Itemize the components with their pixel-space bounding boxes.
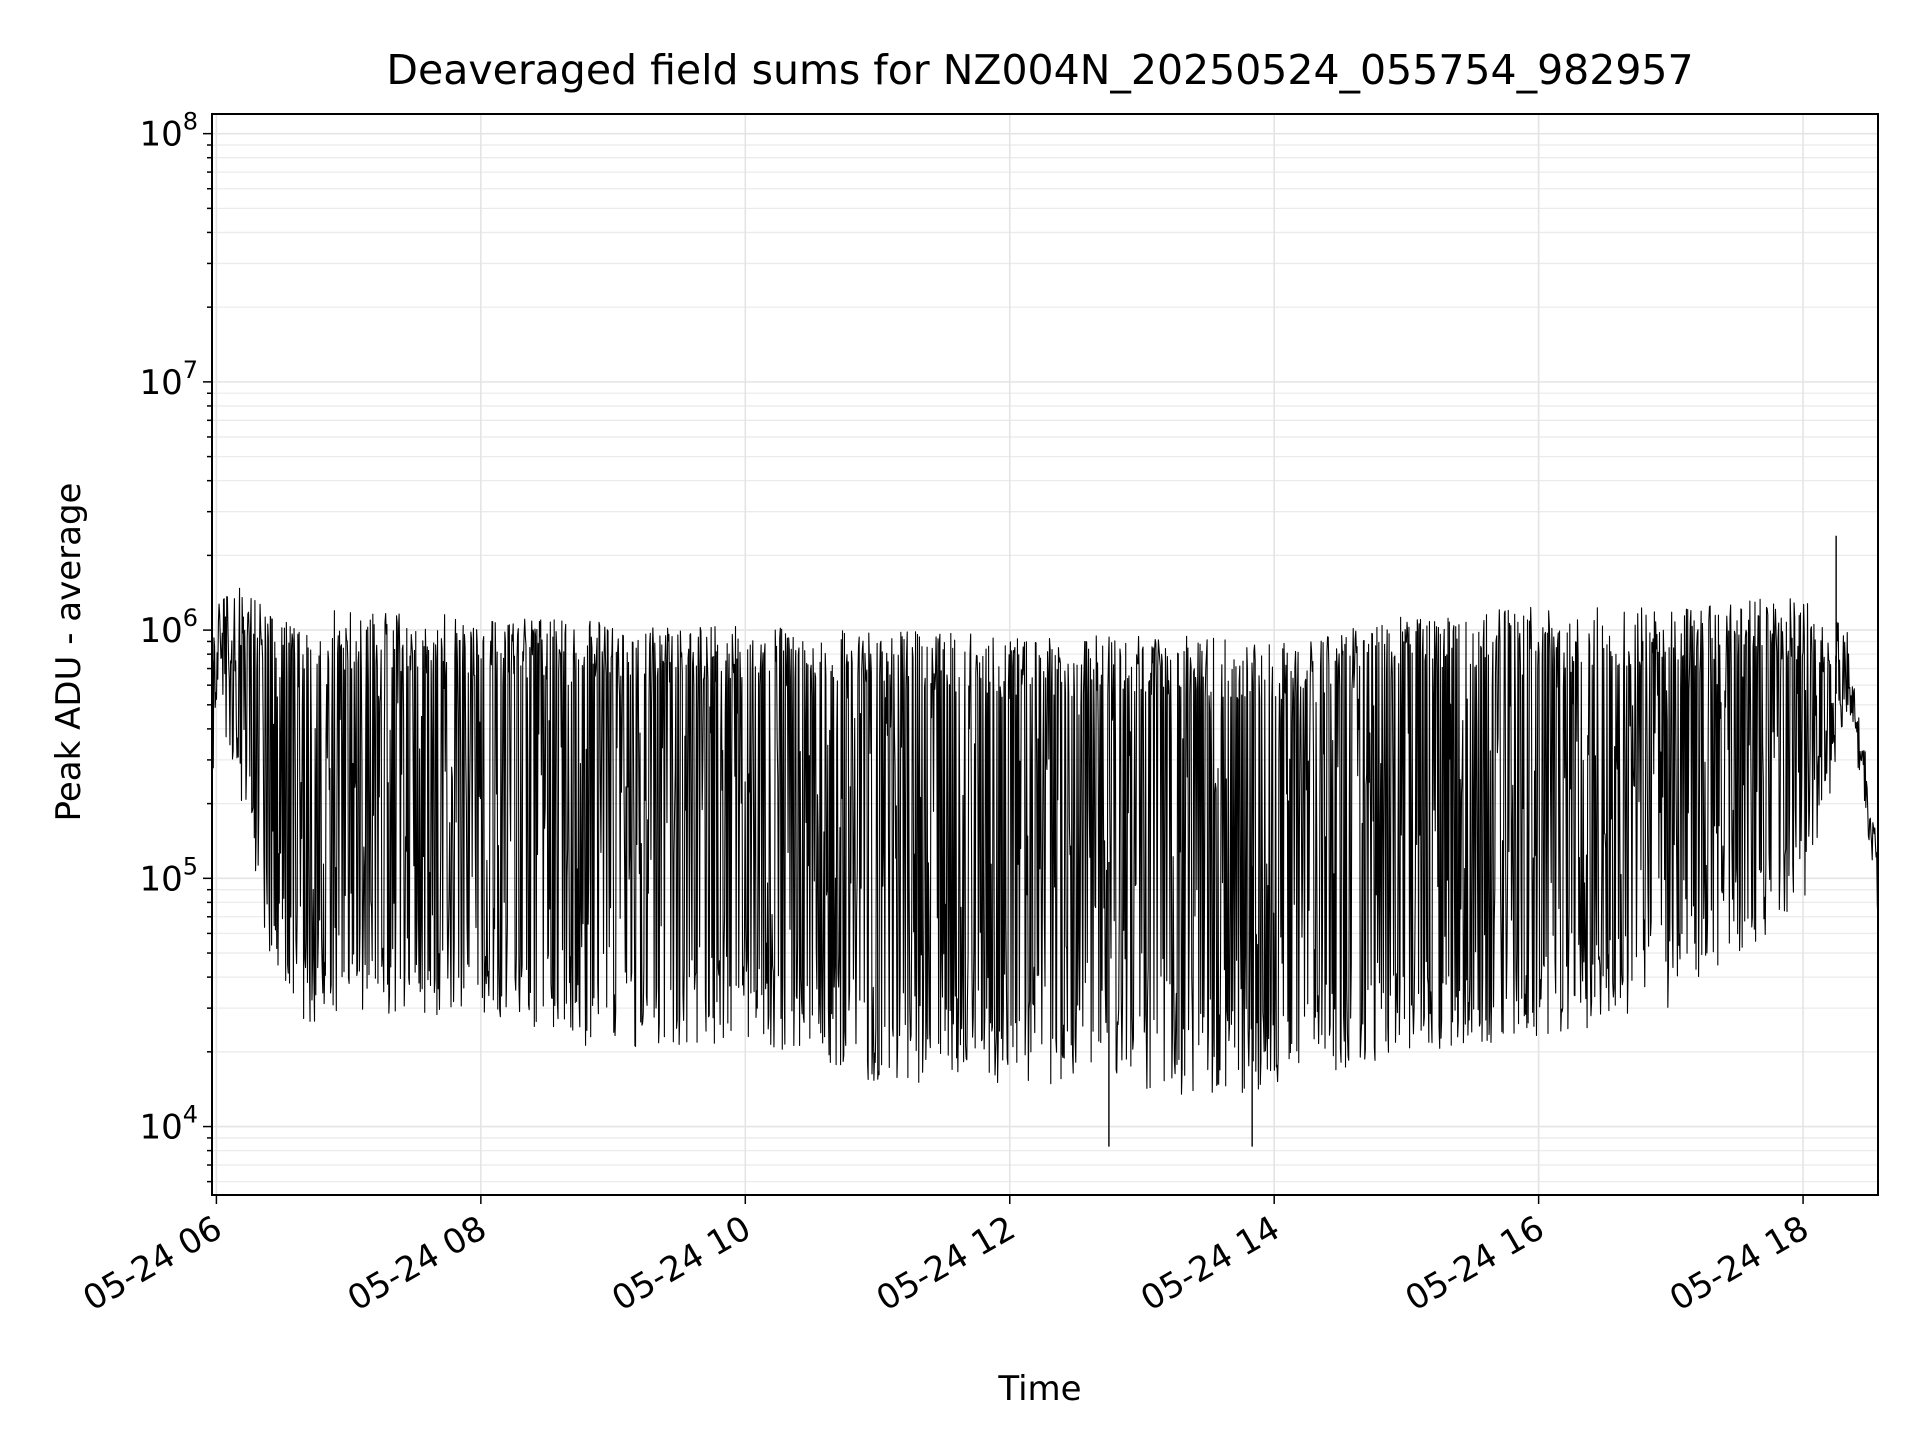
y-tick-label: 106 (139, 604, 198, 651)
x-axis-label: Time (997, 1369, 1081, 1409)
y-tick-label-base: 10 (139, 859, 182, 899)
data-series-line (211, 587, 1879, 1095)
y-tick-label-base: 10 (139, 363, 182, 403)
y-tick-label-exponent: 7 (183, 356, 198, 384)
y-tick-label-base: 10 (139, 611, 182, 651)
chart-title: Deaveraged field sums for NZ004N_2025052… (386, 46, 1693, 94)
y-tick-label-base: 10 (139, 115, 182, 155)
y-tick-label: 104 (139, 1101, 198, 1148)
y-axis-label: Peak ADU - average (49, 483, 89, 822)
y-tick-label: 105 (139, 852, 198, 899)
y-tick-label-exponent: 6 (183, 604, 198, 632)
y-tick-label: 108 (139, 108, 198, 155)
y-tick-label-exponent: 4 (183, 1101, 198, 1129)
y-tick-label-base: 10 (139, 1108, 182, 1148)
y-tick-label-exponent: 8 (183, 108, 198, 136)
y-tick-label-exponent: 5 (183, 852, 198, 880)
y-tick-label: 107 (139, 356, 198, 403)
